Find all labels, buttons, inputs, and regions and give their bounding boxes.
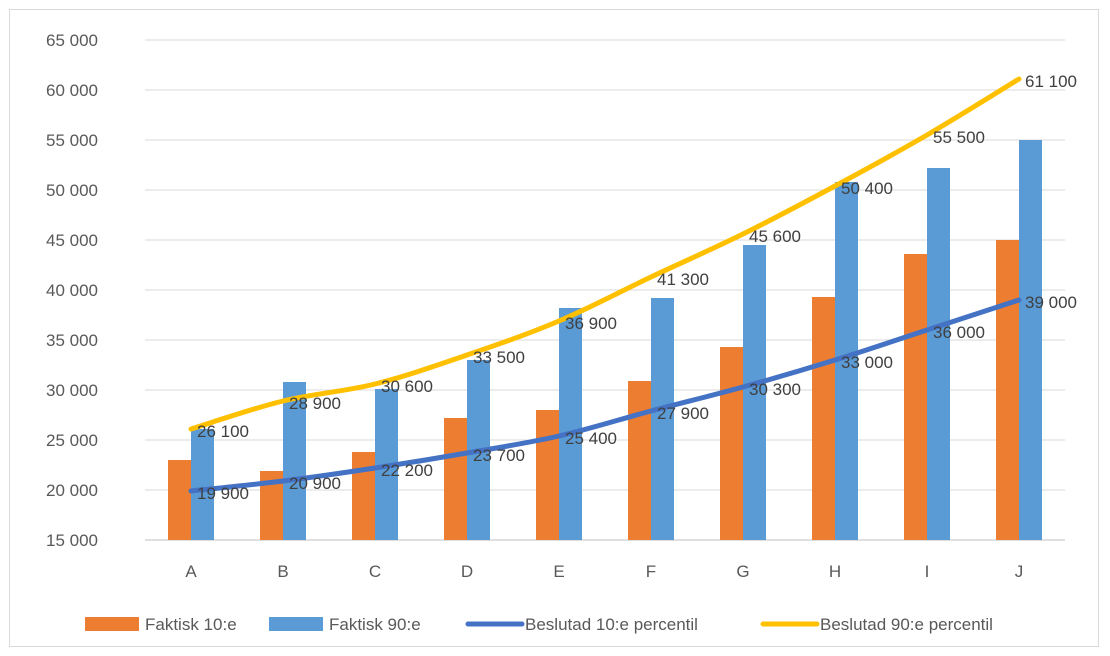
legend: Faktisk 10:e Faktisk 90:e Beslutad 10:e pe… (85, 615, 993, 634)
data-label: 36 900 (565, 314, 617, 333)
y-tick-label: 40 000 (46, 281, 98, 300)
y-tick-label: 50 000 (46, 181, 98, 200)
data-label: 36 000 (933, 323, 985, 342)
data-label: 41 300 (657, 270, 709, 289)
bar-faktisk-10-e-c (352, 452, 375, 540)
data-label: 50 400 (841, 179, 893, 198)
data-label: 25 400 (565, 429, 617, 448)
bar-faktisk-90-e-i (927, 168, 950, 540)
line-beslutad-10-e-percentil (188, 297, 1022, 494)
line-beslutad-90-e-percentil (188, 76, 1022, 432)
legend-label: Beslutad 10:e percentil (525, 615, 698, 634)
bar-faktisk-10-e-d (444, 418, 467, 540)
bar-faktisk-90-e-h (835, 182, 858, 540)
data-label: 20 900 (289, 474, 341, 493)
data-label: 27 900 (657, 404, 709, 423)
legend-label: Faktisk 10:e (145, 615, 237, 634)
bar-faktisk-90-e-f (651, 298, 674, 540)
data-label: 22 200 (381, 461, 433, 480)
x-tick-label: J (1015, 562, 1024, 581)
legend-item-beslutad-90-e-percentil: Beslutad 90:e percentil (760, 615, 993, 634)
legend-item-faktisk-90-e: Faktisk 90:e (269, 615, 421, 634)
data-label: 45 600 (749, 227, 801, 246)
data-label: 19 900 (197, 484, 249, 503)
legend-label: Faktisk 90:e (329, 615, 421, 634)
data-label: 33 000 (841, 353, 893, 372)
y-axis-ticks: 15 000 20 000 25 000 30 000 35 000 40 000 45 0… (46, 31, 98, 550)
bars (168, 140, 1042, 540)
bar-faktisk-10-e-g (720, 347, 743, 540)
y-tick-label: 25 000 (46, 431, 98, 450)
bar-faktisk-90-e-j (1019, 140, 1042, 540)
y-tick-label: 55 000 (46, 131, 98, 150)
y-tick-label: 60 000 (46, 81, 98, 100)
data-label: 26 100 (197, 422, 249, 441)
lines (188, 76, 1022, 494)
x-tick-label: H (829, 562, 841, 581)
legend-swatch (85, 617, 139, 631)
x-tick-label: B (277, 562, 288, 581)
bar-faktisk-10-e-f (628, 381, 651, 540)
bar-faktisk-90-e-a (191, 429, 214, 540)
bar-faktisk-90-e-g (743, 245, 766, 540)
x-tick-label: D (461, 562, 473, 581)
data-labels: 19 900 20 900 22 200 23 700 25 400 27 900 30 3… (197, 72, 1077, 503)
bar-faktisk-10-e-h (812, 297, 835, 540)
bar-faktisk-10-e-a (168, 460, 191, 540)
y-tick-label: 30 000 (46, 381, 98, 400)
x-tick-label: I (925, 562, 930, 581)
y-tick-label: 20 000 (46, 481, 98, 500)
y-tick-label: 35 000 (46, 331, 98, 350)
bar-faktisk-10-e-b (260, 471, 283, 540)
y-tick-label: 65 000 (46, 31, 98, 50)
bar-faktisk-10-e-i (904, 254, 927, 540)
x-tick-label: G (736, 562, 749, 581)
legend-item-faktisk-10-e: Faktisk 10:e (85, 615, 237, 634)
x-tick-label: A (185, 562, 197, 581)
x-axis-ticks: A B C D E F G H I J (185, 562, 1023, 581)
bar-faktisk-10-e-e (536, 410, 559, 540)
bar-faktisk-10-e-j (996, 240, 1019, 540)
data-label: 30 600 (381, 377, 433, 396)
data-label: 61 100 (1025, 72, 1077, 91)
x-tick-label: F (646, 562, 656, 581)
y-tick-label: 15 000 (46, 531, 98, 550)
bar-faktisk-90-e-b (283, 382, 306, 540)
data-label: 39 000 (1025, 293, 1077, 312)
data-label: 23 700 (473, 446, 525, 465)
legend-label: Beslutad 90:e percentil (820, 615, 993, 634)
data-label: 28 900 (289, 394, 341, 413)
x-tick-label: C (369, 562, 381, 581)
x-tick-label: E (553, 562, 564, 581)
data-label: 33 500 (473, 348, 525, 367)
data-label: 30 300 (749, 380, 801, 399)
data-label: 55 500 (933, 128, 985, 147)
legend-swatch (269, 617, 323, 631)
y-tick-label: 45 000 (46, 231, 98, 250)
legend-item-beslutad-10-e-percentil: Beslutad 10:e percentil (465, 615, 698, 634)
bar-faktisk-90-e-e (559, 308, 582, 540)
